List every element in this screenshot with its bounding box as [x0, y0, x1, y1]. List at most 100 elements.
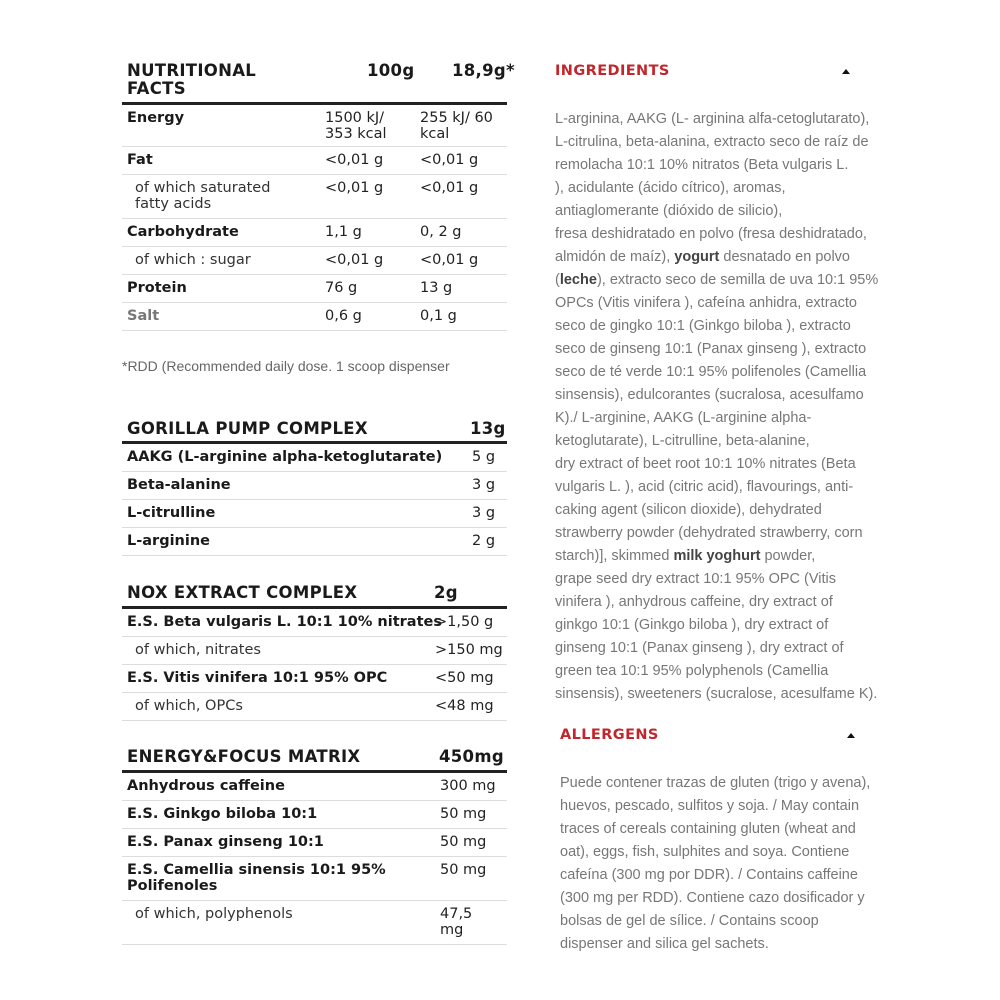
col-100g: 100g: [367, 61, 415, 80]
text-line: starch)], skimmed milk yoghurt powder,: [555, 545, 878, 568]
text-line: antiaglomerante (dióxido de silicio),: [555, 200, 878, 223]
text-segment: ginkgo 10:1 (Ginkgo biloba ), dry extrac…: [555, 617, 829, 633]
col-serving: 18,9g*: [452, 61, 515, 80]
table-row: E.S. Ginkgo biloba 10:1 50 mg: [122, 801, 507, 829]
text-line: (300 mg per RDD). Contiene cazo dosifica…: [560, 887, 870, 910]
caret-up-icon[interactable]: [842, 69, 850, 74]
row-label: Fat: [127, 152, 153, 168]
row-value: 1500 kJ/ 353 kcal: [325, 110, 387, 142]
row-label: AAKG (L-arginine alpha-ketoglutarate): [127, 449, 443, 465]
row-label: E.S. Camellia sinensis 10:1 95% Polifeno…: [127, 862, 386, 894]
row-value: 3 g: [472, 505, 496, 521]
table-row: Salt 0,6 g 0,1 g: [122, 303, 507, 331]
text-line: bolsas de gel de sílice. / Contains scoo…: [560, 910, 870, 933]
table-row: E.S. Panax ginseng 10:1 50 mg: [122, 829, 507, 857]
row-value: 0,1 g: [420, 308, 457, 324]
table-row: Fat <0,01 g <0,01 g: [122, 147, 507, 175]
row-value: <0,01 g: [325, 152, 384, 168]
row-label: L-citrulline: [127, 505, 216, 521]
table-row: Energy 1500 kJ/ 353 kcal 255 kJ/ 60 kcal: [122, 105, 507, 147]
text-segment: L-citrulina, beta-alanina, extracto seco…: [555, 134, 869, 150]
section-title: ENERGY&FOCUS MATRIX: [127, 747, 361, 766]
row-value: 3 g: [472, 477, 496, 493]
allergen-word: yogurt: [674, 249, 720, 265]
row-label: of which, OPCs: [135, 698, 243, 714]
section-header: GORILLA PUMP COMPLEX 13g: [122, 420, 507, 444]
rdd-note: *RDD (Recommended daily dose. 1 scoop di…: [122, 358, 450, 374]
text-line: almidón de maíz), yogurt desnatado en po…: [555, 246, 878, 269]
row-value: <0,01 g: [325, 252, 384, 268]
row-value: 1,1 g: [325, 224, 362, 240]
row-label: L-arginine: [127, 533, 210, 549]
text-line: green tea 10:1 95% polyphenols (Camellia: [555, 660, 878, 683]
text-line: sinsensis), edulcorantes (sucralosa, ace…: [555, 384, 878, 407]
row-value: 0, 2 g: [420, 224, 462, 240]
text-line: cafeína (300 mg por DDR). / Contains caf…: [560, 864, 870, 887]
table-row: Beta-alanine 3 g: [122, 472, 507, 500]
row-value: 5 g: [472, 449, 496, 465]
text-line: fresa deshidratado en polvo (fresa deshi…: [555, 223, 878, 246]
text-segment: huevos, pescado, sulfitos y soja. / May …: [560, 798, 860, 814]
text-line: ), acidulante (ácido cítrico), aromas,: [555, 177, 878, 200]
table-row: of which, nitrates >150 mg: [122, 637, 507, 665]
row-value: 50 mg: [440, 834, 487, 850]
caret-up-icon[interactable]: [847, 733, 855, 738]
table-row: L-citrulline 3 g: [122, 500, 507, 528]
table-row: L-arginine 2 g: [122, 528, 507, 556]
row-label: Salt: [127, 308, 160, 324]
row-value: 50 mg: [440, 806, 487, 822]
text-segment: caking agent (silicon dioxide), dehydrat…: [555, 502, 822, 518]
text-line: grape seed dry extract 10:1 95% OPC (Vit…: [555, 568, 878, 591]
text-segment: vulgaris L. ), acid (citric acid), flavo…: [555, 479, 854, 495]
text-segment: ), acidulante (ácido cítrico), aromas,: [555, 180, 786, 196]
section-title: NOX EXTRACT COMPLEX: [127, 583, 358, 602]
text-segment: cafeína (300 mg por DDR). / Contains caf…: [560, 867, 858, 883]
row-label: Protein: [127, 280, 187, 296]
row-label: E.S. Beta vulgaris L. 10:1 10% nitrates: [127, 614, 442, 630]
nutrition-header: NUTRITIONAL FACTS 100g 18,9g*: [122, 61, 515, 105]
section-title: GORILLA PUMP COMPLEX: [127, 419, 368, 438]
ingredients-text: L-arginina, AAKG (L- arginina alfa-cetog…: [555, 108, 878, 706]
text-segment: K)./ L-arginine, AAKG (L-arginine alpha-: [555, 410, 812, 426]
text-segment: oat), eggs, fish, sulphites and soya. Co…: [560, 844, 850, 860]
allergens-toggle[interactable]: ALLERGENS: [560, 727, 659, 743]
row-label: of which saturated fatty acids: [135, 180, 271, 212]
text-segment: bolsas de gel de sílice. / Contains scoo…: [560, 913, 819, 929]
row-label: of which, nitrates: [135, 642, 261, 658]
table-row: E.S. Vitis vinifera 10:1 95% OPC <50 mg: [122, 665, 507, 693]
table-row: of which : sugar <0,01 g <0,01 g: [122, 247, 507, 275]
table-row: of which, OPCs <48 mg: [122, 693, 507, 721]
allergen-word: milk yoghurt: [673, 548, 761, 564]
text-segment: ), extracto seco de semilla de uva 10:1 …: [596, 272, 879, 288]
row-label: Beta-alanine: [127, 477, 231, 493]
text-segment: sinsensis), edulcorantes (sucralosa, ace…: [555, 387, 864, 403]
text-line: ketoglutarate), L-citrulline, beta-alani…: [555, 430, 878, 453]
allergens-text: Puede contener trazas de gluten (trigo y…: [560, 772, 870, 956]
row-value: >150 mg: [435, 642, 503, 658]
table-row: Protein 76 g 13 g: [122, 275, 507, 303]
row-value: 255 kJ/ 60 kcal: [420, 110, 493, 142]
row-value: >1,50 g: [435, 614, 494, 630]
text-segment: traces of cereals containing gluten (whe…: [560, 821, 856, 837]
section-total: 2g: [434, 583, 458, 602]
row-label: E.S. Ginkgo biloba 10:1: [127, 806, 318, 822]
text-segment: strawberry powder (dehydrated strawberry…: [555, 525, 863, 541]
ingredients-toggle[interactable]: INGREDIENTS: [555, 63, 670, 79]
row-label: of which : sugar: [135, 252, 251, 268]
text-line: vulgaris L. ), acid (citric acid), flavo…: [555, 476, 878, 499]
text-segment: remolacha 10:1 10% nitratos (Beta vulgar…: [555, 157, 849, 173]
text-segment: sinsensis), sweeteners (sucralose, acesu…: [555, 686, 878, 702]
text-line: seco de ginseng 10:1 (Panax ginseng ), e…: [555, 338, 878, 361]
text-line: Puede contener trazas de gluten (trigo y…: [560, 772, 870, 795]
text-line: sinsensis), sweeteners (sucralose, acesu…: [555, 683, 878, 706]
row-value: 50 mg: [440, 862, 487, 878]
text-line: traces of cereals containing gluten (whe…: [560, 818, 870, 841]
text-line: OPCs (Vitis vinifera ), cafeína anhidra,…: [555, 292, 878, 315]
text-line: seco de gingko 10:1 (Ginkgo biloba ), ex…: [555, 315, 878, 338]
text-segment: OPCs (Vitis vinifera ), cafeína anhidra,…: [555, 295, 857, 311]
section-total: 13g: [470, 419, 506, 438]
text-segment: dry extract of beet root 10:1 10% nitrat…: [555, 456, 856, 472]
text-segment: seco de ginseng 10:1 (Panax ginseng ), e…: [555, 341, 867, 357]
row-value: 47,5 mg: [440, 906, 473, 938]
table-row: E.S. Camellia sinensis 10:1 95% Polifeno…: [122, 857, 507, 901]
